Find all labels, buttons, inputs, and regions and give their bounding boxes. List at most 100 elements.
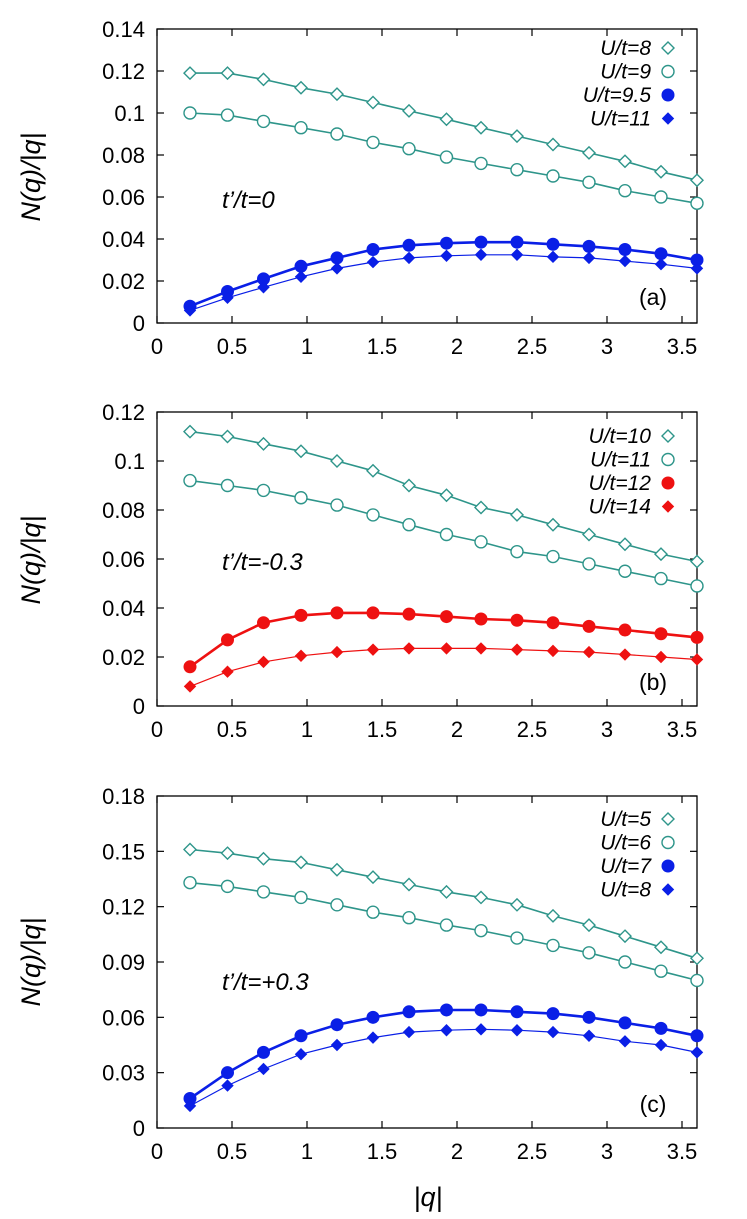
- x-tick-label: 0.5: [217, 334, 248, 359]
- data-point: [330, 898, 344, 912]
- legend-marker: [661, 835, 675, 850]
- data-point: [257, 1045, 270, 1059]
- x-tick-label: 2.5: [517, 334, 548, 359]
- x-tick-label: 3.5: [667, 334, 698, 359]
- data-point: [183, 1091, 197, 1105]
- data-point: [654, 164, 668, 179]
- legend-label: U/t=9.5: [583, 84, 652, 107]
- legend-marker: [661, 883, 675, 896]
- data-point: [510, 1024, 524, 1037]
- data-point: [220, 66, 235, 81]
- data-point: [366, 135, 380, 150]
- data-point: [582, 1010, 596, 1024]
- y-tick-label: 0.12: [102, 59, 145, 84]
- panel-annotation: t’/t=+0.3: [222, 969, 309, 996]
- data-point: [474, 890, 488, 905]
- y-tick-label: 0.12: [102, 400, 145, 425]
- data-point: [618, 929, 632, 944]
- y-tick-label: 0.06: [102, 1005, 145, 1030]
- data-point: [546, 237, 560, 251]
- y-tick-label: 0.1: [114, 101, 145, 126]
- data-point: [582, 645, 596, 659]
- y-tick-label: 0.02: [102, 269, 145, 294]
- data-point: [474, 235, 488, 249]
- data-point: [690, 973, 704, 988]
- data-point: [402, 103, 416, 118]
- data-point: [546, 1025, 560, 1039]
- data-point: [330, 262, 344, 275]
- data-point: [510, 613, 524, 627]
- data-point: [474, 500, 488, 515]
- data-point: [294, 649, 308, 662]
- data-point: [402, 251, 416, 265]
- data-point: [582, 527, 596, 542]
- data-point: [654, 627, 668, 641]
- data-point: [510, 507, 524, 522]
- data-point: [618, 254, 632, 268]
- y-tick-label: 0: [133, 1116, 145, 1141]
- panel-annotation: t’/t=0: [222, 187, 275, 214]
- data-point: [183, 680, 197, 693]
- data-point: [294, 120, 308, 135]
- y-axis-label: N(q)/|q|: [16, 132, 46, 221]
- data-point: [220, 879, 235, 894]
- data-point: [439, 488, 454, 503]
- data-point: [183, 304, 197, 317]
- x-tick-label: 0: [151, 717, 163, 742]
- data-point: [402, 877, 416, 892]
- data-point: [474, 923, 488, 938]
- legend-marker: [661, 429, 675, 443]
- data-point: [294, 270, 308, 284]
- data-point: [510, 544, 524, 559]
- y-tick-label: 0.03: [102, 1061, 145, 1086]
- data-point: [510, 1005, 524, 1019]
- data-point: [654, 257, 668, 271]
- x-tick-label: 0: [151, 334, 163, 359]
- data-point: [582, 251, 596, 265]
- data-point: [582, 946, 596, 960]
- x-tick-label: 3.5: [667, 1139, 698, 1164]
- legend-marker: [661, 41, 675, 55]
- chart-panel-2: 0 0.5 1 1.5 2 2.5 3 3.5 0 0.02 0.04 0.06 0.08 0.1 0.12…: [16, 400, 704, 742]
- data-point: [474, 248, 488, 261]
- data-point: [546, 137, 560, 152]
- data-point: [330, 127, 344, 141]
- data-point: [221, 1079, 234, 1092]
- data-point: [582, 239, 596, 253]
- data-point: [366, 508, 380, 522]
- data-point: [474, 156, 488, 171]
- data-point: [440, 1024, 453, 1037]
- x-tick-label: 2: [451, 334, 463, 359]
- data-point: [546, 517, 560, 532]
- data-point: [546, 169, 560, 183]
- data-point: [366, 643, 380, 656]
- data-point: [183, 66, 197, 81]
- data-point: [510, 162, 524, 177]
- x-tick-label: 1.5: [367, 717, 398, 742]
- y-axis-label: N(q)/|q|: [16, 515, 46, 604]
- data-point: [402, 238, 416, 252]
- y-tick-label: 0.08: [102, 143, 145, 168]
- data-point: [474, 612, 488, 626]
- data-point: [402, 1005, 416, 1019]
- data-point: [257, 655, 270, 669]
- panel-label: (c): [640, 1091, 667, 1117]
- data-point: [440, 236, 453, 250]
- data-point: [221, 1066, 234, 1080]
- legend-marker: [661, 112, 675, 125]
- x-tick-label: 0.5: [217, 717, 248, 742]
- data-point: [582, 1029, 596, 1042]
- y-tick-label: 0.04: [102, 596, 145, 621]
- y-tick-label: 0.09: [102, 950, 145, 975]
- data-point: [366, 95, 380, 110]
- y-tick-label: 0.14: [102, 17, 145, 42]
- data-point: [256, 885, 271, 899]
- data-point: [256, 851, 271, 866]
- data-point: [582, 619, 596, 633]
- y-tick-label: 0: [133, 311, 145, 336]
- data-point: [294, 608, 308, 622]
- data-point: [183, 660, 197, 674]
- data-point: [654, 1021, 668, 1035]
- data-point: [257, 281, 270, 294]
- data-point: [366, 870, 380, 885]
